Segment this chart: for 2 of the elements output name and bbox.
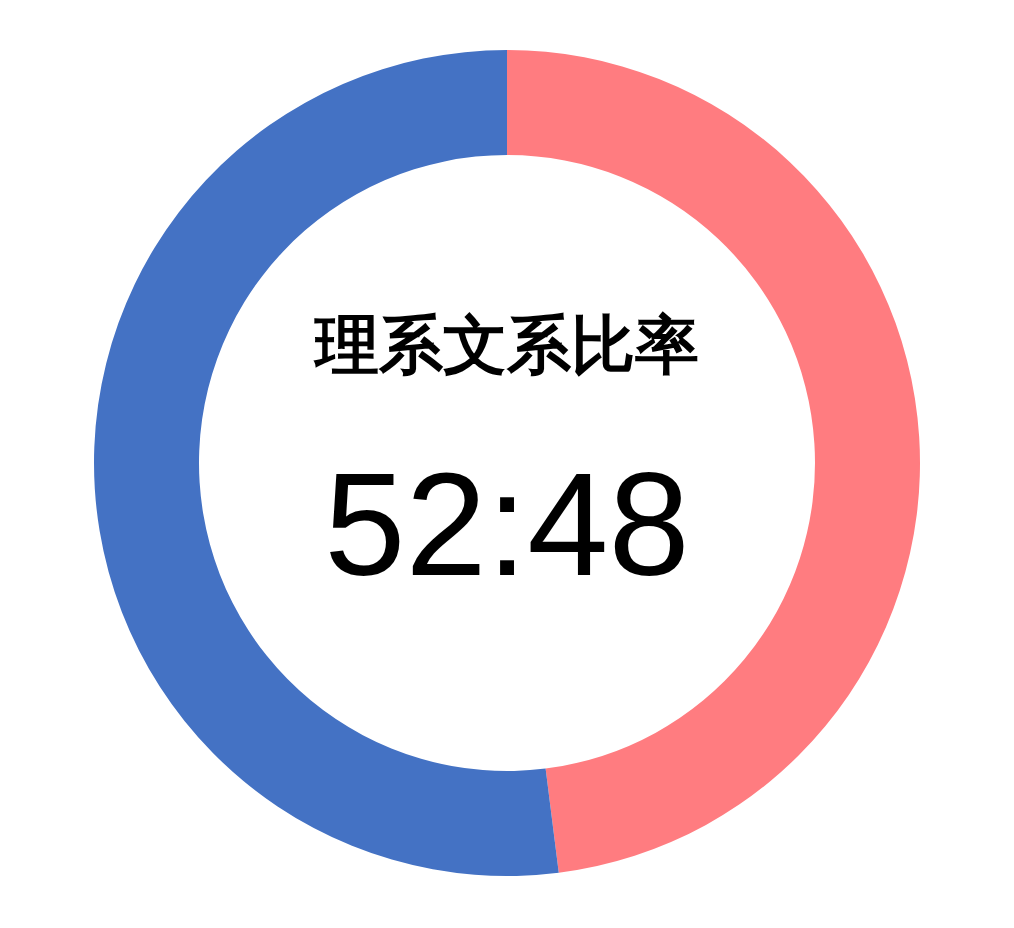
text: 52:48	[323, 442, 691, 608]
text: 理系文系比率	[312, 308, 700, 383]
